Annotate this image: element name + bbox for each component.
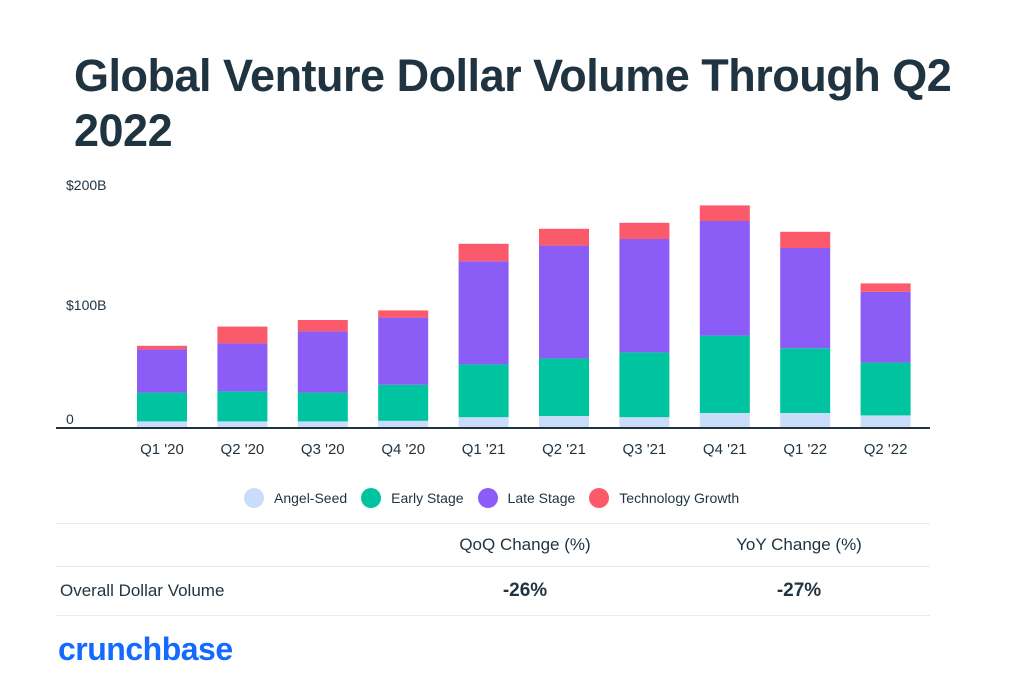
bar-late-stage: [619, 239, 670, 353]
bar-late-stage: [378, 317, 429, 385]
legend-item-late-stage: Late Stage: [477, 488, 576, 508]
bar-early-stage: [217, 391, 268, 422]
yoy-header: YoY Change (%): [736, 535, 862, 554]
bar-early-stage: [780, 348, 831, 413]
bar-technology-growth: [297, 320, 348, 332]
qoq-value: -26%: [502, 580, 548, 601]
legend-label-late-stage: Late Stage: [507, 490, 576, 506]
x-tick-label: Q1 '21: [462, 441, 506, 458]
x-tick-label: Q2 '22: [864, 441, 908, 458]
x-tick-label: Q1 '20: [140, 441, 184, 458]
x-tick-label: Q3 '21: [623, 441, 667, 458]
bar-early-stage: [539, 358, 589, 416]
bar-late-stage: [860, 291, 911, 363]
x-tick-label: Q2 '21: [542, 441, 586, 458]
bar-technology-growth: [137, 345, 187, 350]
bar-angel-seed: [780, 413, 831, 428]
x-tick-label: Q3 '20: [301, 441, 345, 458]
table-row: Overall Dollar Volume -26% -27%: [56, 566, 930, 616]
bar-technology-growth: [458, 243, 509, 262]
legend-label-technology-growth: Technology Growth: [619, 490, 740, 506]
row-label: Overall Dollar Volume: [60, 581, 225, 600]
x-tick-label: Q2 '20: [221, 441, 265, 458]
bar-late-stage: [780, 248, 831, 349]
legend-swatch-technology-growth: [589, 488, 610, 508]
change-table: QoQ Change (%) YoY Change (%) Overall Do…: [56, 523, 930, 616]
qoq-header: QoQ Change (%): [459, 535, 591, 554]
bar-early-stage: [699, 335, 750, 413]
legend-label-angel-seed: Angel-Seed: [274, 490, 348, 506]
x-tick-label: Q1 '22: [783, 441, 827, 458]
bar-angel-seed: [217, 421, 268, 428]
legend-item-technology-growth: Technology Growth: [589, 488, 739, 508]
bar-angel-seed: [137, 421, 187, 428]
legend-swatch-early-stage: [361, 488, 382, 508]
crunchbase-logo: crunchbase: [58, 631, 233, 667]
bar-late-stage: [699, 221, 750, 336]
bar-early-stage: [458, 364, 509, 418]
bar-early-stage: [860, 362, 911, 416]
yoy-value: -27%: [776, 580, 822, 601]
bar-angel-seed: [458, 417, 509, 428]
y-tick-label: 0: [66, 411, 74, 427]
bar-early-stage: [137, 392, 187, 422]
bar-late-stage: [137, 349, 187, 393]
stacked-bar-chart: $200B $100B 0 Q1 '20 Q2 '20 Q3 '20 Q4 '20 Q1 '2…: [56, 177, 930, 458]
legend: Angel-Seed Early Stage Late Stage Techno…: [244, 486, 753, 510]
legend-label-early-stage: Early Stage: [391, 490, 464, 506]
bar-angel-seed: [619, 417, 670, 428]
legend-item-angel-seed: Angel-Seed: [244, 488, 347, 508]
bar-early-stage: [297, 392, 348, 422]
bar-angel-seed: [297, 421, 348, 428]
y-tick-label: $200B: [66, 177, 106, 193]
bar-technology-growth: [699, 205, 750, 221]
bar-angel-seed: [378, 420, 429, 428]
bar-late-stage: [539, 245, 589, 359]
chart-title: Global Venture Dollar Volume Through Q2 …: [74, 50, 952, 156]
y-tick-label: $100B: [66, 297, 106, 313]
bar-late-stage: [297, 331, 348, 393]
bar-early-stage: [378, 384, 429, 421]
bar-technology-growth: [780, 231, 831, 248]
bar-angel-seed: [860, 415, 911, 428]
bar-technology-growth: [539, 228, 589, 246]
bar-early-stage: [619, 352, 670, 418]
legend-item-early-stage: Early Stage: [361, 488, 464, 508]
bar-angel-seed: [539, 416, 589, 428]
legend-swatch-late-stage: [477, 488, 498, 508]
bar-technology-growth: [619, 222, 670, 239]
bar-technology-growth: [860, 283, 911, 292]
legend-swatch-angel-seed: [244, 488, 264, 508]
x-tick-label: Q4 '21: [703, 441, 747, 458]
bar-technology-growth: [378, 310, 429, 318]
bar-angel-seed: [699, 413, 750, 428]
bar-technology-growth: [217, 326, 268, 344]
x-tick-label: Q4 '20: [381, 441, 425, 458]
table-header-row: QoQ Change (%) YoY Change (%): [56, 523, 930, 566]
bar-late-stage: [217, 343, 268, 392]
bar-late-stage: [458, 261, 509, 365]
